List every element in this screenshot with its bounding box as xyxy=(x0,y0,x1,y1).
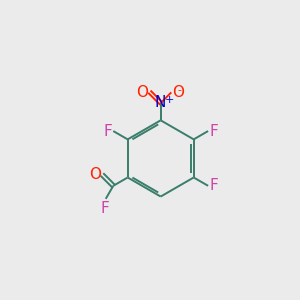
Text: O: O xyxy=(136,85,148,100)
Text: F: F xyxy=(209,178,218,193)
Text: O: O xyxy=(89,167,101,182)
Text: N: N xyxy=(155,95,166,110)
Text: -: - xyxy=(177,85,181,95)
Text: +: + xyxy=(165,95,174,105)
Text: F: F xyxy=(101,201,110,216)
Text: F: F xyxy=(209,124,218,139)
Text: F: F xyxy=(103,124,112,139)
Text: O: O xyxy=(172,85,184,100)
